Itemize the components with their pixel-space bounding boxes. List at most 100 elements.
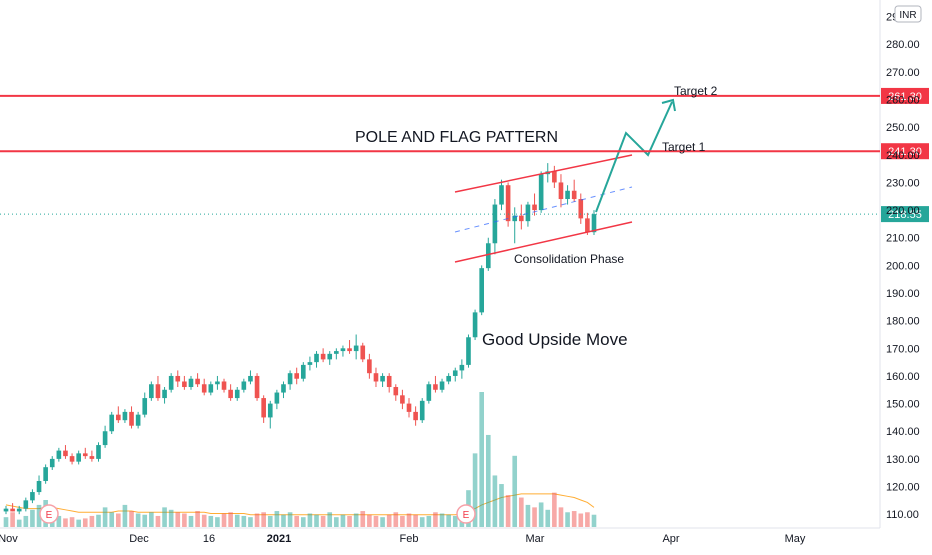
volume-bar bbox=[36, 504, 42, 527]
candle-body bbox=[367, 359, 372, 374]
candle-body bbox=[122, 411, 128, 421]
x-tick-label: Feb bbox=[400, 533, 419, 545]
candle-body bbox=[565, 190, 570, 200]
x-tick-label: Mar bbox=[526, 533, 545, 545]
volume-bar bbox=[96, 514, 101, 527]
candle-body bbox=[492, 204, 498, 244]
candle-body bbox=[142, 398, 148, 415]
volume-bar bbox=[406, 513, 412, 527]
y-tick-label: 120.00 bbox=[886, 482, 920, 494]
candle-body bbox=[261, 398, 266, 418]
y-tick-label: 190.00 bbox=[886, 288, 920, 300]
candle-body bbox=[234, 389, 240, 399]
earnings-marker-circle bbox=[456, 504, 476, 524]
volume-bar bbox=[261, 512, 266, 527]
target-2-label: Target 2 bbox=[674, 84, 718, 98]
candle-body bbox=[168, 375, 174, 390]
candle-body bbox=[43, 467, 48, 482]
candle-body bbox=[353, 345, 359, 352]
channel-upper-line bbox=[454, 154, 633, 193]
volume-bar bbox=[241, 515, 247, 527]
volume-bar bbox=[373, 515, 379, 527]
projection-arrow-line bbox=[595, 101, 673, 213]
volume-bar bbox=[188, 515, 194, 527]
volume-bar bbox=[287, 512, 293, 527]
candle-body bbox=[446, 375, 451, 382]
last-price-tag bbox=[881, 206, 929, 223]
candle-body bbox=[439, 381, 445, 390]
volume-bar bbox=[168, 509, 174, 527]
volume-bar bbox=[175, 512, 181, 527]
volume-bar bbox=[380, 517, 385, 527]
volume-bar bbox=[367, 514, 372, 527]
candle-body bbox=[327, 353, 333, 360]
candle-body bbox=[201, 384, 207, 393]
x-tick-label: Apr bbox=[662, 533, 679, 545]
candle-body bbox=[334, 351, 339, 354]
volume-bar bbox=[512, 455, 518, 527]
candle-body bbox=[16, 508, 22, 512]
volume-bar bbox=[129, 511, 134, 527]
volume-bar bbox=[208, 515, 214, 527]
channel-mid-line bbox=[454, 186, 633, 233]
earnings-marker[interactable]: E bbox=[39, 504, 59, 524]
candle-body bbox=[254, 375, 260, 399]
volume-bar bbox=[578, 513, 584, 527]
volume-bar bbox=[221, 513, 227, 527]
volume-bar bbox=[182, 513, 187, 527]
candle-body bbox=[532, 204, 537, 211]
y-tick-label: 230.00 bbox=[886, 177, 920, 189]
x-tick-label: May bbox=[785, 533, 806, 545]
volume-bar bbox=[116, 513, 121, 527]
candle-body bbox=[129, 411, 134, 426]
volume-bar bbox=[314, 514, 319, 527]
candle-body bbox=[182, 381, 187, 388]
volume-bar bbox=[16, 519, 22, 527]
volume-bar bbox=[499, 484, 504, 527]
candle-body bbox=[188, 378, 194, 388]
volume-bar bbox=[320, 515, 326, 527]
candle-body bbox=[215, 381, 220, 385]
candle-body bbox=[300, 364, 306, 379]
pattern-title: POLE AND FLAG PATTERN bbox=[355, 129, 558, 146]
candle-body bbox=[135, 414, 141, 426]
candle-body bbox=[195, 378, 200, 385]
volume-bar bbox=[538, 502, 544, 527]
volume-bar bbox=[122, 504, 128, 527]
y-tick-label: 250.00 bbox=[886, 122, 920, 134]
volume-bar bbox=[334, 517, 339, 527]
earnings-marker-circle bbox=[39, 504, 59, 524]
y-tick-label: 170.00 bbox=[886, 343, 920, 355]
last-price-layer: 218.55 bbox=[0, 206, 929, 223]
earnings-marker[interactable]: E bbox=[456, 504, 476, 524]
volume-bar bbox=[433, 512, 438, 527]
volume-bar bbox=[267, 515, 273, 527]
candle-body bbox=[89, 456, 95, 459]
volume-bar bbox=[558, 507, 564, 527]
volume-bar bbox=[234, 514, 240, 527]
candle-body bbox=[380, 375, 385, 382]
candle-body bbox=[267, 403, 273, 418]
volume-bar bbox=[532, 507, 537, 527]
candle-body bbox=[149, 384, 154, 399]
currency-badge-box bbox=[894, 5, 922, 23]
volume-bar bbox=[347, 515, 352, 527]
candle-body bbox=[538, 174, 544, 211]
candle-body bbox=[56, 450, 62, 459]
projection-path bbox=[595, 98, 676, 213]
volume-bar bbox=[228, 512, 233, 527]
volume-bar bbox=[195, 511, 200, 527]
volume-bar bbox=[281, 514, 286, 527]
y-tick-label: 260.00 bbox=[886, 95, 920, 107]
currency-badge[interactable]: INR bbox=[894, 5, 922, 23]
volume-bar bbox=[452, 515, 458, 527]
volume-bar bbox=[591, 514, 597, 527]
volume-bar bbox=[413, 514, 418, 527]
candle-body bbox=[76, 453, 81, 462]
candle-body bbox=[36, 481, 42, 493]
candle-body bbox=[82, 453, 88, 457]
candle-body bbox=[96, 445, 101, 459]
candle-body bbox=[347, 348, 352, 352]
price-level-label: 261.30 bbox=[888, 91, 922, 103]
